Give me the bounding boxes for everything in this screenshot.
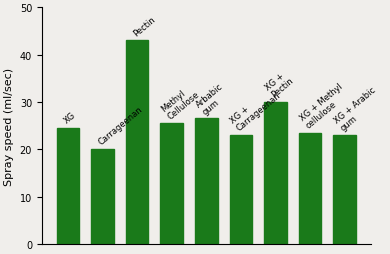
Bar [230,135,252,244]
Text: XG +
Pectin: XG + Pectin [263,69,295,100]
Text: XG + Methyl
cellulose: XG + Methyl cellulose [298,82,351,130]
Text: Carrageenan: Carrageenan [97,105,145,147]
Text: Pectin: Pectin [131,15,157,38]
Text: XG +
Carrageenan: XG + Carrageenan [229,83,283,133]
Bar [126,41,148,244]
Bar [160,124,183,244]
Y-axis label: Spray speed (ml/sec): Spray speed (ml/sec) [4,67,14,185]
Bar [299,133,321,244]
Bar [333,135,356,244]
Text: Methyl
Cellulose: Methyl Cellulose [160,82,201,121]
Bar [91,150,114,244]
Bar [57,128,79,244]
Bar [264,102,287,244]
Bar [195,119,218,244]
Text: XG: XG [62,111,77,125]
Text: Arbabic
gum: Arbabic gum [194,81,231,116]
Text: XG + Arabic
gum: XG + Arabic gum [333,86,384,133]
